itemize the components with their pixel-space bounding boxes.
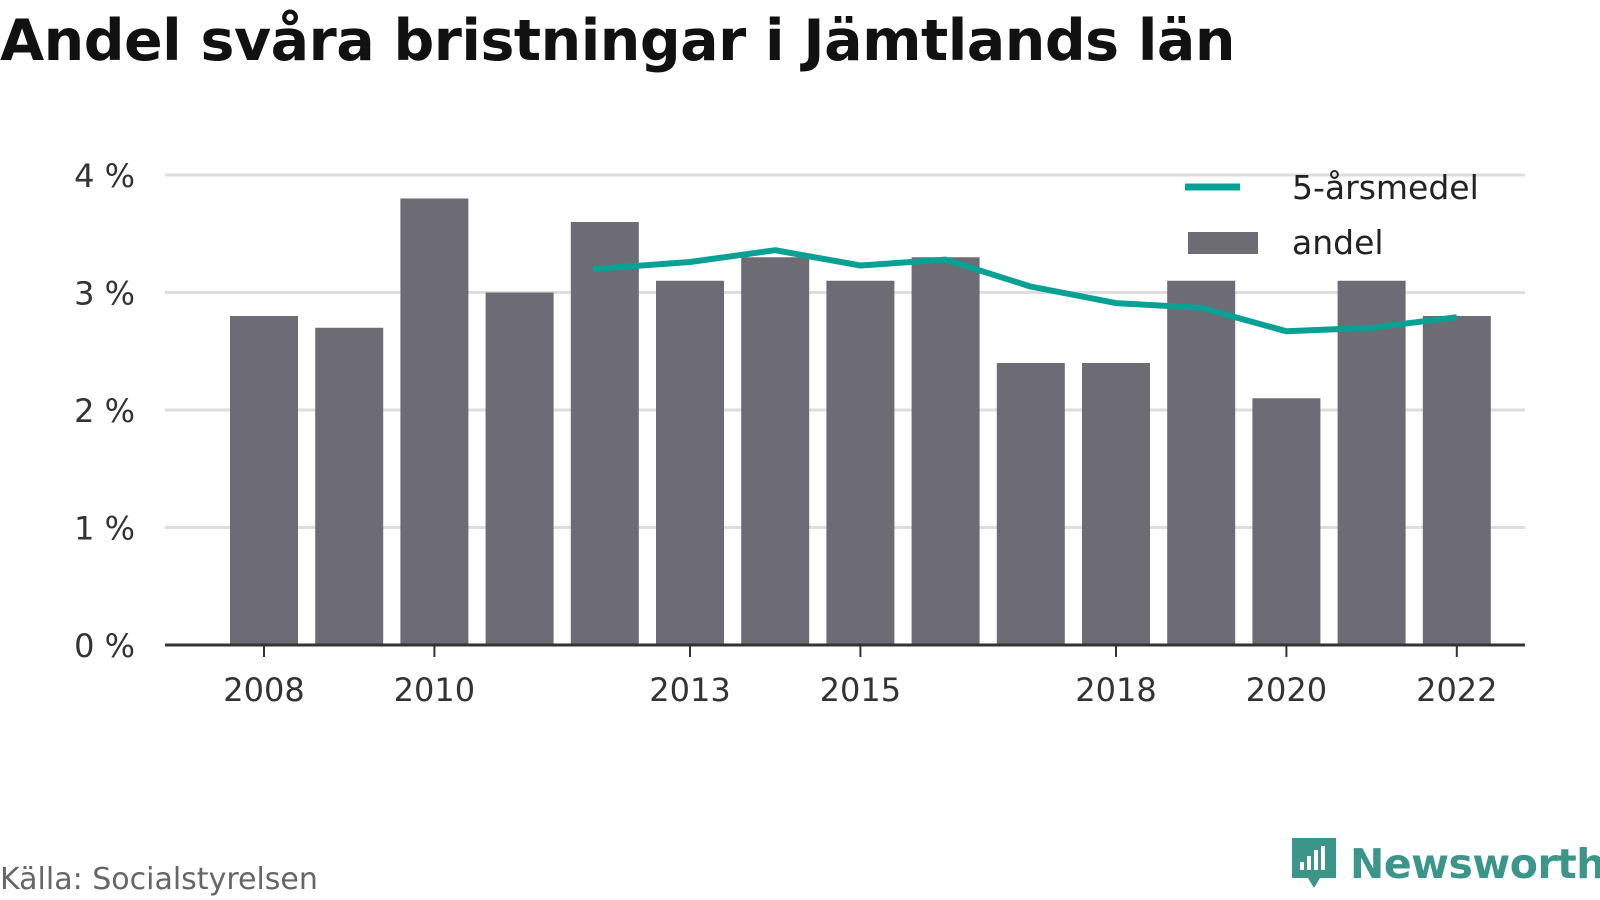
x-tick-label: 2018 [1075, 671, 1156, 709]
legend-label-5-arsmedel: 5-årsmedel [1292, 168, 1479, 207]
legend-label-andel: andel [1292, 223, 1384, 262]
chart: 0 % 1 % 2 % 3 % 4 % 2008 2010 2013 2015 2018 2020… [74, 157, 1525, 709]
bar [1337, 280, 1406, 645]
source-note: Källa: Socialstyrelsen [0, 862, 318, 897]
bar [656, 280, 724, 645]
x-tick-label: 2022 [1416, 671, 1497, 709]
y-tick-label: 2 % [74, 392, 135, 430]
bar [570, 222, 639, 645]
x-tick-label: 2008 [223, 671, 304, 709]
bar [485, 292, 554, 645]
y-tick-label: 4 % [74, 157, 135, 195]
x-tick-label: 2010 [394, 671, 475, 709]
legend: 5-årsmedel andel [1185, 168, 1479, 262]
line-series-5-arsmedel [592, 247, 1458, 335]
x-tick-label: 2013 [649, 671, 730, 709]
x-axis-ticks: 2008 2010 2013 2015 2018 2020 2022 [223, 645, 1498, 709]
bar [400, 198, 469, 645]
bar [826, 280, 895, 645]
newsworthy-logo-icon [1292, 838, 1336, 888]
bar [1252, 398, 1321, 645]
brand-name: Newsworthy [1350, 840, 1600, 888]
brand-logo: Newsworthy [1288, 836, 1600, 892]
legend-swatch-andel [1188, 232, 1258, 254]
y-axis-tick-labels: 0 % 1 % 2 % 3 % 4 % [74, 157, 135, 665]
y-tick-label: 0 % [74, 627, 135, 665]
bar [1167, 280, 1236, 645]
x-tick-label: 2015 [820, 671, 901, 709]
bar [315, 327, 384, 645]
bar [1082, 363, 1150, 645]
y-tick-label: 3 % [74, 275, 135, 313]
x-tick-label: 2020 [1246, 671, 1327, 709]
bar-series-andel [230, 198, 1491, 645]
bar [230, 316, 298, 645]
bar [741, 257, 810, 645]
y-tick-label: 1 % [74, 510, 135, 548]
chart-title: Andel svåra bristningar i Jämtlands län [0, 8, 1235, 74]
bar [911, 257, 980, 645]
bar [1422, 316, 1491, 645]
bar [996, 363, 1065, 645]
